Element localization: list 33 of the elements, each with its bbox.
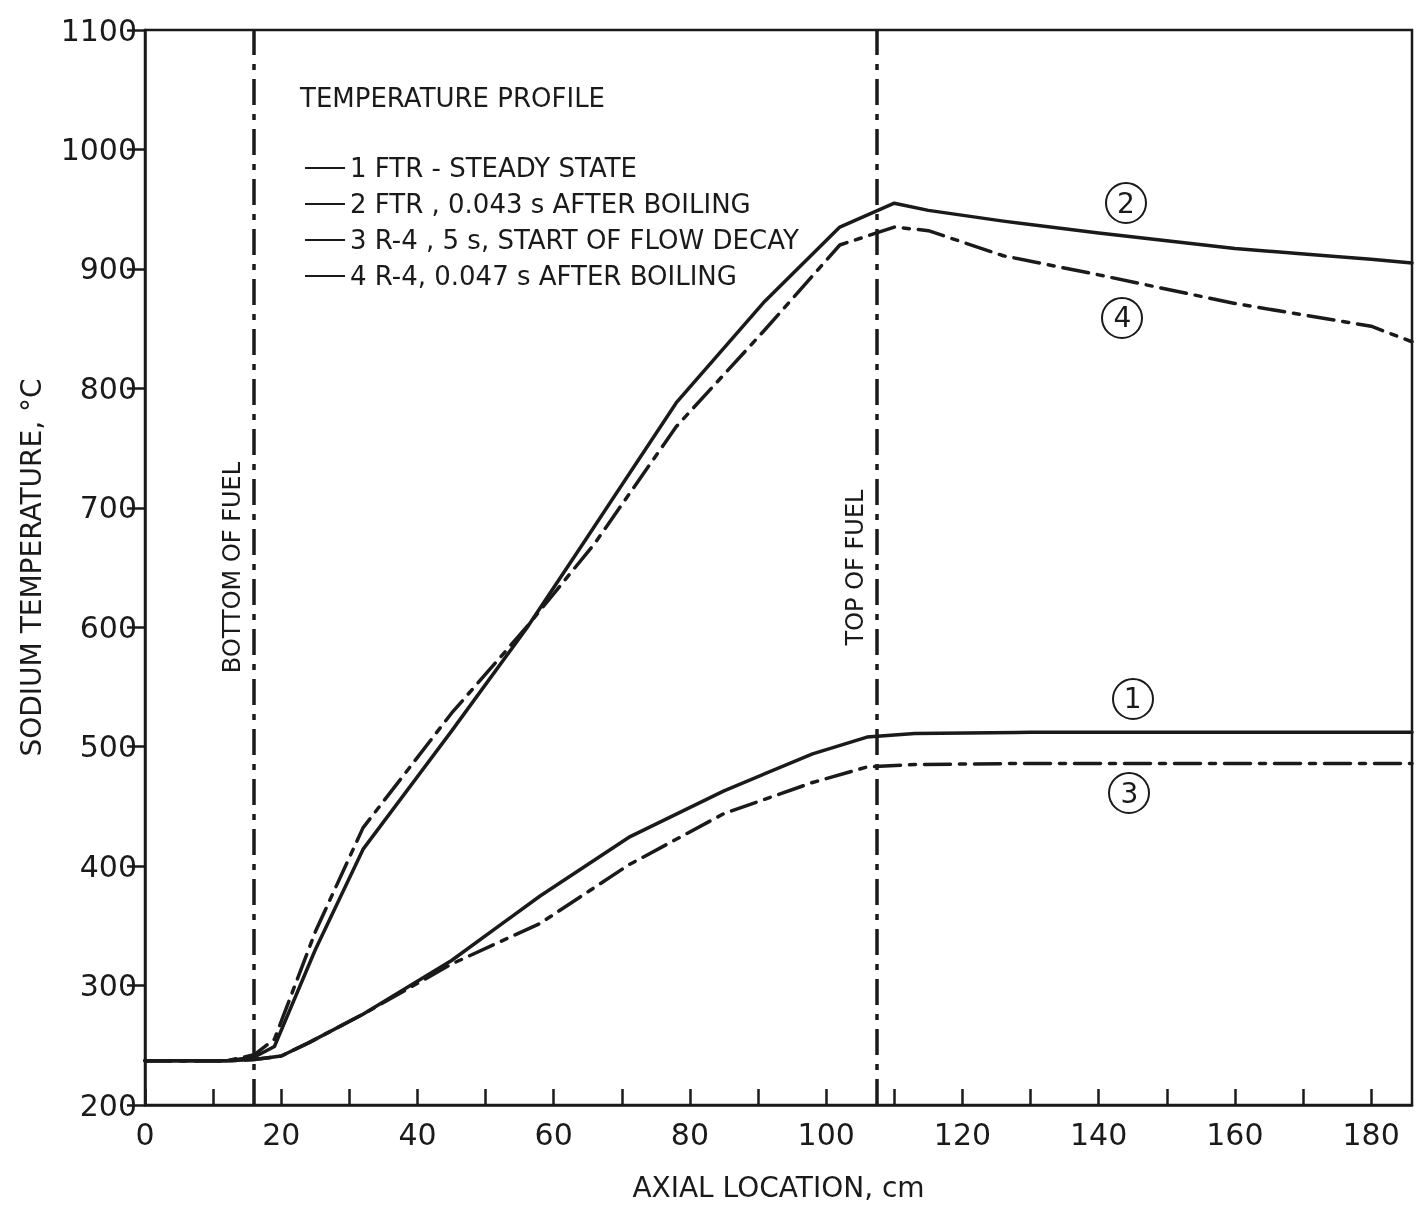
x-tick-label: 60 xyxy=(534,1116,573,1152)
ref-line-label: BOTTOM OF FUEL xyxy=(217,461,246,674)
y-tick-label: 200 xyxy=(79,1087,137,1123)
annotation: 2 xyxy=(1104,182,1147,225)
x-tick-label: 180 xyxy=(1342,1116,1400,1152)
annotation: 1 xyxy=(1111,677,1154,720)
legend-label: 1 FTR - STEADY STATE xyxy=(350,153,637,183)
x-tick-label: 20 xyxy=(262,1116,301,1152)
x-tick-label: 160 xyxy=(1206,1116,1264,1152)
legend-label: 2 FTR , 0.043 s AFTER BOILING xyxy=(350,189,751,219)
x-tick-label: 0 xyxy=(135,1116,155,1152)
legend-label: 4 R-4, 0.047 s AFTER BOILING xyxy=(350,261,737,291)
x-tick-label: 120 xyxy=(933,1116,992,1152)
legend-title: TEMPERATURE PROFILE xyxy=(299,83,606,113)
legend-label: 3 R-4 , 5 s, START OF FLOW DECAY xyxy=(350,225,799,255)
ref-line-label: TOP OF FUEL xyxy=(840,488,869,647)
y-tick-label: 1100 xyxy=(60,12,137,48)
y-tick-label: 600 xyxy=(79,609,137,645)
y-axis-title: SODIUM TEMPERATURE, °C xyxy=(14,378,48,757)
x-tick-label: 140 xyxy=(1070,1116,1128,1152)
x-tick-label: 100 xyxy=(797,1116,855,1152)
y-tick-label: 300 xyxy=(79,968,137,1004)
x-axis-title: AXIAL LOCATION, cm xyxy=(632,1170,925,1204)
y-tick-label: 700 xyxy=(79,490,137,526)
y-tick-label: 800 xyxy=(79,370,137,406)
x-tick-label: 40 xyxy=(398,1116,437,1152)
y-tick-label: 500 xyxy=(79,729,137,765)
x-tick-label: 80 xyxy=(670,1116,710,1152)
annotation: 4 xyxy=(1101,296,1144,339)
y-tick-label: 900 xyxy=(79,251,137,287)
y-tick-label: 400 xyxy=(79,848,137,884)
annotation: 3 xyxy=(1108,772,1151,815)
y-tick-label: 1000 xyxy=(60,131,137,167)
